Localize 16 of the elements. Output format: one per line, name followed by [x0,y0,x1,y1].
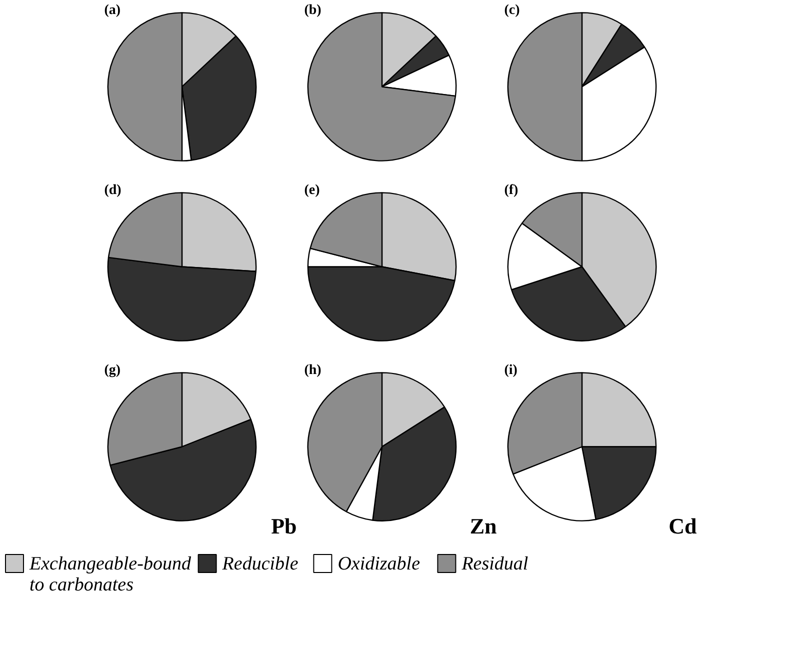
chart-title: (c) [504,2,520,18]
chart-title: (b) [304,2,322,18]
text: Pb [271,513,297,538]
chart-title: (i) [504,362,518,378]
chart-title: (f) [504,182,519,198]
legend-label: Exchangeable-bound to carbonates [28,554,192,596]
legend-label: Residual [460,554,528,574]
chart-title: (g) [104,362,121,378]
legend-label: Oxidizable [338,554,420,574]
text: Cd [668,513,697,538]
chart-title: (e) [304,182,320,198]
legend-label: Reducible [221,554,298,574]
text: Zn [470,513,497,538]
chart-title: (h) [304,362,322,378]
chart-title: (a) [104,2,121,18]
chart-title: (d) [104,182,122,198]
